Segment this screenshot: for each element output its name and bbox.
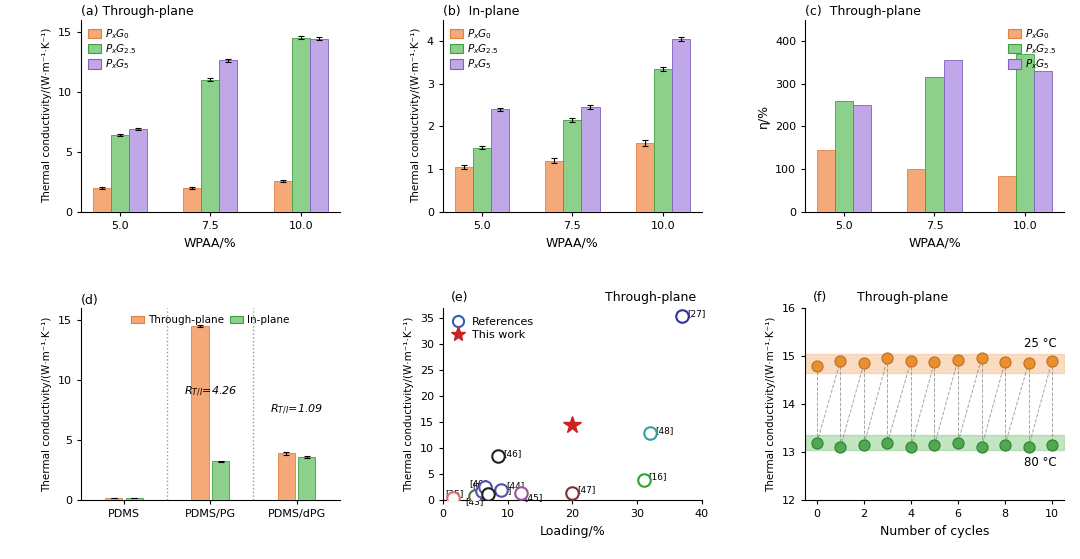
Bar (191, 326, 208, 500)
Bar (129, 129, 147, 212)
Bar (126, 498, 143, 500)
Bar (816, 150, 835, 212)
Legend: $P_xG_0$, $P_xG_{2.5}$, $P_xG_5$: $P_xG_0$, $P_xG_{2.5}$, $P_xG_5$ (86, 25, 139, 73)
Bar (907, 169, 926, 212)
Text: (c)  Through-plane: (c) Through-plane (806, 6, 921, 18)
Bar (636, 144, 653, 212)
Text: $R_{T/I}$=1.09: $R_{T/I}$=1.09 (270, 403, 323, 417)
Text: [49]: [49] (469, 479, 487, 487)
Bar (835, 101, 853, 212)
Bar (1016, 54, 1034, 212)
Legend: References, This work: References, This work (448, 314, 538, 344)
Bar (653, 69, 672, 212)
Text: $R_{T/I}$=4.26: $R_{T/I}$=4.26 (184, 385, 237, 399)
Bar (292, 37, 310, 212)
Legend: $P_xG_0$, $P_xG_{2.5}$, $P_xG_5$: $P_xG_0$, $P_xG_{2.5}$, $P_xG_5$ (448, 25, 501, 73)
Text: (a) Through-plane: (a) Through-plane (81, 6, 193, 18)
Bar (201, 80, 219, 212)
Text: 25 °C: 25 °C (1024, 337, 1056, 350)
Text: [44]: [44] (507, 481, 525, 490)
Text: (b)  In-plane: (b) In-plane (443, 6, 519, 18)
Y-axis label: Thermal conductivity/(W·m⁻¹·K⁻¹): Thermal conductivity/(W·m⁻¹·K⁻¹) (42, 316, 53, 492)
Text: [45]: [45] (524, 493, 542, 502)
Legend: Through-plane, In-plane: Through-plane, In-plane (130, 313, 292, 328)
Bar (473, 148, 491, 212)
Bar (278, 453, 295, 500)
Bar (944, 60, 961, 212)
X-axis label: WPAA/%: WPAA/% (546, 236, 598, 249)
Bar (545, 160, 564, 212)
Text: [46]: [46] (503, 449, 522, 458)
Y-axis label: η/%: η/% (756, 103, 769, 128)
Text: [48]: [48] (656, 425, 674, 435)
X-axis label: WPAA/%: WPAA/% (908, 236, 961, 249)
Legend: $P_xG_0$, $P_xG_{2.5}$, $P_xG_5$: $P_xG_0$, $P_xG_{2.5}$, $P_xG_5$ (1005, 25, 1058, 73)
X-axis label: Loading/%: Loading/% (540, 525, 605, 538)
Text: [25]: [25] (445, 489, 463, 498)
Text: [46]: [46] (494, 486, 512, 495)
Y-axis label: Thermal conductivity/(W·m⁻¹·K⁻¹): Thermal conductivity/(W·m⁻¹·K⁻¹) (767, 316, 777, 492)
Text: (f): (f) (813, 291, 827, 304)
Text: (e): (e) (450, 291, 469, 304)
Bar (564, 120, 581, 212)
Text: 80 °C: 80 °C (1024, 456, 1056, 468)
Bar (672, 39, 690, 212)
Text: [16]: [16] (649, 472, 667, 481)
Text: (d): (d) (81, 294, 98, 307)
Text: [43]: [43] (465, 497, 484, 506)
Bar (219, 60, 238, 212)
Bar (310, 39, 328, 212)
Y-axis label: Thermal conductivity/(W·m⁻¹·K⁻¹): Thermal conductivity/(W·m⁻¹·K⁻¹) (404, 316, 415, 492)
Text: [15]: [15] (472, 482, 490, 491)
Bar (581, 107, 599, 212)
Text: [27]: [27] (688, 309, 706, 318)
Bar (298, 457, 315, 500)
Text: [47]: [47] (578, 485, 596, 494)
Bar (1034, 71, 1052, 212)
Bar (93, 188, 111, 212)
Bar (455, 167, 473, 212)
Y-axis label: Thermal conductivity/(W·m⁻¹·K⁻¹): Thermal conductivity/(W·m⁻¹·K⁻¹) (42, 28, 53, 203)
Bar (212, 461, 229, 500)
Bar (998, 177, 1016, 212)
Bar (491, 110, 509, 212)
X-axis label: WPAA/%: WPAA/% (184, 236, 237, 249)
Text: Through-plane: Through-plane (856, 291, 948, 304)
Bar (111, 135, 129, 212)
Text: Through-plane: Through-plane (606, 291, 697, 304)
Y-axis label: Thermal conductivity/(W·m⁻¹·K⁻¹): Thermal conductivity/(W·m⁻¹·K⁻¹) (411, 28, 421, 203)
Bar (926, 77, 944, 212)
Bar (273, 181, 292, 212)
Bar (105, 498, 122, 500)
Bar (853, 105, 872, 212)
Bar (184, 188, 201, 212)
X-axis label: Number of cycles: Number of cycles (880, 525, 989, 538)
